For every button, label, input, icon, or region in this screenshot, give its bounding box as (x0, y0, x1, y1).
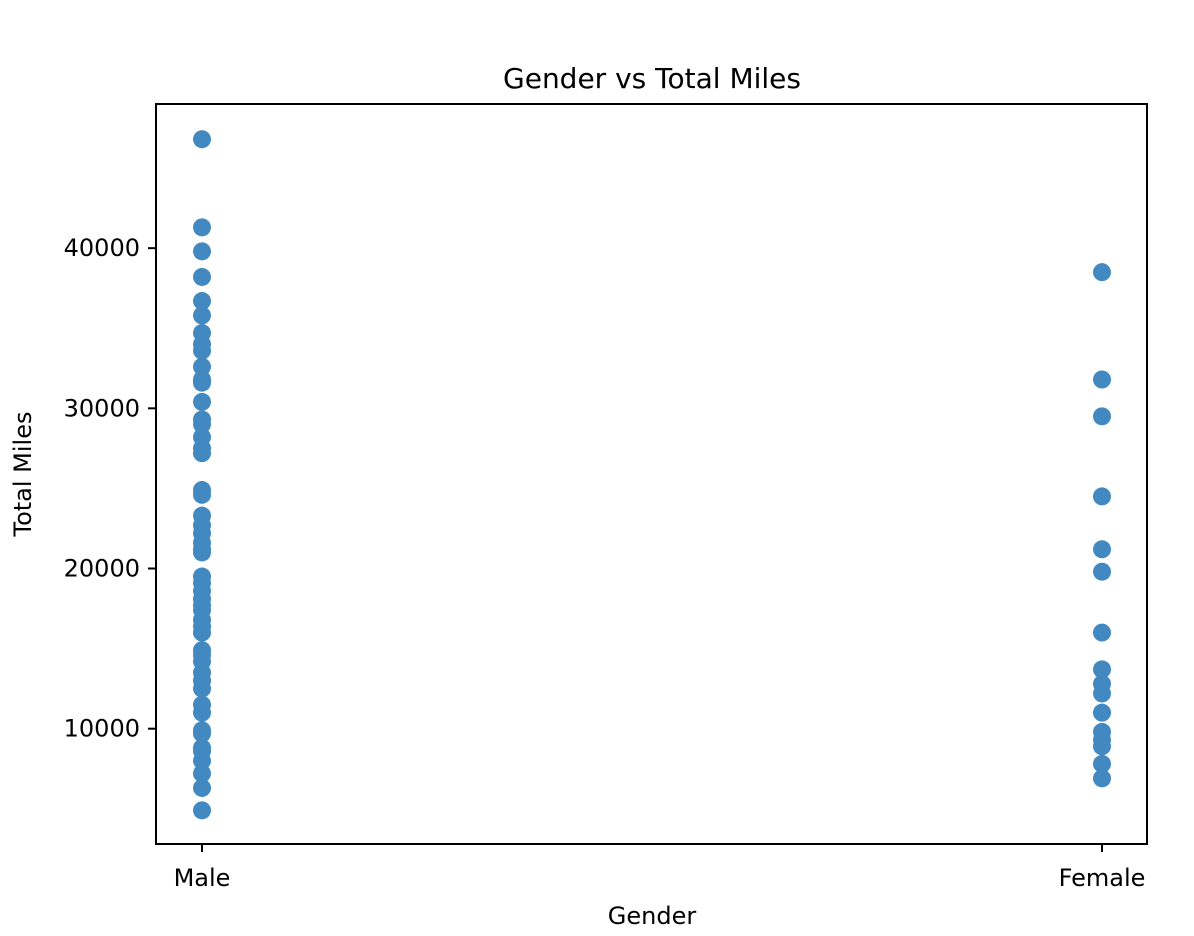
data-point (193, 218, 211, 237)
data-point (1093, 487, 1111, 506)
data-point (1093, 703, 1111, 722)
data-point (193, 703, 211, 722)
data-point (1093, 562, 1111, 581)
data-point (193, 801, 211, 820)
data-point (193, 764, 211, 783)
data-point (193, 778, 211, 797)
data-point (1093, 737, 1111, 756)
x-axis-label: Gender (608, 902, 697, 930)
plot-frame (155, 103, 1148, 845)
data-point (193, 724, 211, 743)
data-point (1093, 769, 1111, 788)
data-point (193, 751, 211, 770)
data-point (1093, 660, 1111, 679)
data-point (193, 623, 211, 642)
y-axis-label: Total Miles (9, 412, 37, 538)
data-point (193, 679, 211, 698)
data-point (193, 292, 211, 311)
y-tick-label: 20000 (64, 555, 140, 583)
data-point (1093, 540, 1111, 559)
y-tick-label: 10000 (64, 715, 140, 743)
data-points (193, 130, 1111, 820)
x-tick-label: Female (1059, 864, 1146, 892)
data-point (193, 373, 211, 392)
data-point (193, 306, 211, 325)
data-point (1093, 684, 1111, 703)
data-point (193, 444, 211, 463)
data-point (193, 242, 211, 261)
y-axis: 10000 20000 30000 40000 (64, 234, 156, 743)
data-point (193, 130, 211, 149)
data-point (193, 341, 211, 360)
data-point (1093, 263, 1111, 282)
data-point (1093, 623, 1111, 642)
data-point (1093, 754, 1111, 773)
data-point (193, 543, 211, 562)
x-tick-label: Male (174, 864, 231, 892)
y-tick-label: 30000 (64, 394, 140, 422)
chart-title: Gender vs Total Miles (503, 62, 801, 95)
data-point (1093, 407, 1111, 426)
y-tick-label: 40000 (64, 234, 140, 262)
x-axis: Male Female (174, 844, 1146, 892)
data-point (193, 485, 211, 504)
data-point (193, 357, 211, 376)
data-point (1093, 370, 1111, 389)
data-point (193, 415, 211, 434)
data-point (193, 392, 211, 411)
data-point (193, 267, 211, 286)
